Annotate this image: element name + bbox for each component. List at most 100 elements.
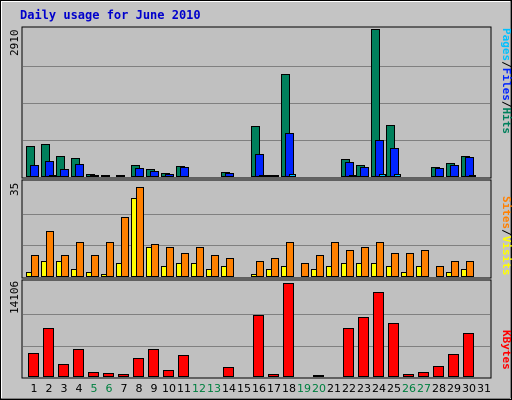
sites-bar-day-4 xyxy=(76,242,84,277)
bars-layer xyxy=(26,29,476,377)
files-bar-day-9 xyxy=(150,171,159,177)
legend-visits-label: Visits xyxy=(500,236,512,276)
files-bar-day-28 xyxy=(435,168,444,177)
files-bar-day-30 xyxy=(465,157,474,177)
sites-bar-day-13 xyxy=(211,255,219,277)
legend-sites-label: Sites xyxy=(500,196,512,229)
x-tick-label-day-15: 15 xyxy=(237,382,251,395)
x-tick-label-day-5: 5 xyxy=(91,382,98,395)
x-tick-label-day-16: 16 xyxy=(252,382,266,395)
legend-middle-separator: / xyxy=(500,229,512,236)
sites-bar-day-17 xyxy=(271,258,279,277)
kbytes-bar-day-4 xyxy=(73,349,84,377)
files-bar-day-16 xyxy=(255,154,264,177)
kbytes-bar-day-8 xyxy=(133,358,144,377)
x-axis-labels: 1 2 3 4 5 6 7 8 9 10 11 12 13 14 15 16 17 18 19 20 21 22 23 24 2… xyxy=(31,382,492,395)
x-tick-label-day-12: 12 xyxy=(192,382,206,395)
x-tick-label-day-22: 22 xyxy=(342,382,356,395)
x-tick-label-day-29: 29 xyxy=(447,382,461,395)
files-bar-day-29 xyxy=(450,165,459,177)
x-tick-label-day-27: 27 xyxy=(417,382,431,395)
files-bar-day-23 xyxy=(360,167,369,177)
legend-bottom: KBytes xyxy=(500,330,512,370)
kbytes-bar-day-16 xyxy=(253,315,264,377)
x-tick-label-day-7: 7 xyxy=(121,382,128,395)
files-bar-day-10 xyxy=(165,174,174,177)
x-tick-label-day-31: 31 xyxy=(477,382,491,395)
pages-bar-day-18 xyxy=(289,174,296,177)
x-tick-label-day-23: 23 xyxy=(357,382,371,395)
kbytes-bar-day-25 xyxy=(388,323,399,377)
x-tick-label-day-20: 20 xyxy=(312,382,326,395)
kbytes-bar-day-9 xyxy=(148,349,159,377)
x-tick-label-day-11: 11 xyxy=(177,382,191,395)
sites-bar-day-27 xyxy=(421,250,429,277)
files-bar-day-5 xyxy=(90,175,99,177)
sites-bar-day-9 xyxy=(151,244,159,277)
x-tick-label-day-13: 13 xyxy=(207,382,221,395)
x-tick-label-day-28: 28 xyxy=(432,382,446,395)
x-tick-label-day-2: 2 xyxy=(46,382,53,395)
kbytes-bar-day-27 xyxy=(418,372,429,377)
sites-bar-day-7 xyxy=(121,217,129,277)
sites-bar-day-24 xyxy=(376,242,384,277)
sites-bar-day-26 xyxy=(406,253,414,277)
x-tick-label-day-21: 21 xyxy=(327,382,341,395)
files-bar-day-3 xyxy=(60,169,69,177)
x-tick-label-day-18: 18 xyxy=(282,382,296,395)
hits-bar-day-6 xyxy=(101,175,110,177)
sites-bar-day-10 xyxy=(166,247,174,277)
x-tick-label-day-8: 8 xyxy=(136,382,143,395)
x-tick-label-day-26: 26 xyxy=(402,382,416,395)
panel-kbytes-ymax-label: 14106 xyxy=(8,281,21,314)
x-tick-label-day-1: 1 xyxy=(31,382,38,395)
x-tick-label-day-14: 14 xyxy=(222,382,236,395)
pages-bar-day-2 xyxy=(49,175,56,177)
files-bar-day-1 xyxy=(30,165,39,177)
sites-bar-day-23 xyxy=(361,247,369,277)
kbytes-bar-day-29 xyxy=(448,354,459,377)
kbytes-bar-day-5 xyxy=(88,372,99,377)
legend-middle: Sites/Visits xyxy=(500,196,512,276)
sites-bar-day-18 xyxy=(286,242,294,277)
panel-visits-ymax-label: 35 xyxy=(8,183,21,196)
files-bar-day-25 xyxy=(390,148,399,177)
kbytes-bar-day-24 xyxy=(373,292,384,377)
pages-bar-day-25 xyxy=(394,174,401,177)
sites-bar-day-14 xyxy=(226,258,234,277)
kbytes-bar-day-7 xyxy=(118,374,129,377)
sites-bar-day-20 xyxy=(316,255,324,277)
files-bar-day-11 xyxy=(180,167,189,177)
panel-hits-ymax-label: 2910 xyxy=(8,30,21,57)
sites-bar-day-21 xyxy=(331,242,339,277)
legend-hits-label: Hits xyxy=(500,108,512,135)
kbytes-bar-day-22 xyxy=(343,328,354,377)
x-tick-label-day-19: 19 xyxy=(297,382,311,395)
legend-pages-label: Pages xyxy=(500,28,512,61)
kbytes-bar-day-18 xyxy=(283,283,294,377)
kbytes-bar-day-23 xyxy=(358,317,369,377)
kbytes-bar-day-3 xyxy=(58,364,69,377)
kbytes-bar-day-26 xyxy=(403,374,414,377)
pages-bar-day-22 xyxy=(349,175,356,177)
sites-bar-day-25 xyxy=(391,253,399,277)
sites-bar-day-30 xyxy=(466,261,474,277)
legend-files-label: Files xyxy=(500,68,512,101)
sites-bar-day-29 xyxy=(451,261,459,277)
kbytes-bar-day-10 xyxy=(163,370,174,377)
kbytes-bar-day-28 xyxy=(433,366,444,377)
x-tick-label-day-10: 10 xyxy=(162,382,176,395)
files-bar-day-18 xyxy=(285,133,294,177)
x-tick-label-day-3: 3 xyxy=(61,382,68,395)
sites-bar-day-22 xyxy=(346,250,354,277)
kbytes-bar-day-14 xyxy=(223,367,234,377)
x-tick-label-day-30: 30 xyxy=(462,382,476,395)
x-tick-label-day-17: 17 xyxy=(267,382,281,395)
kbytes-bar-day-1 xyxy=(28,353,39,377)
files-bar-day-8 xyxy=(135,168,144,177)
kbytes-bar-day-11 xyxy=(178,355,189,377)
sites-bar-day-28 xyxy=(436,266,444,277)
sites-bar-day-1 xyxy=(31,255,39,277)
